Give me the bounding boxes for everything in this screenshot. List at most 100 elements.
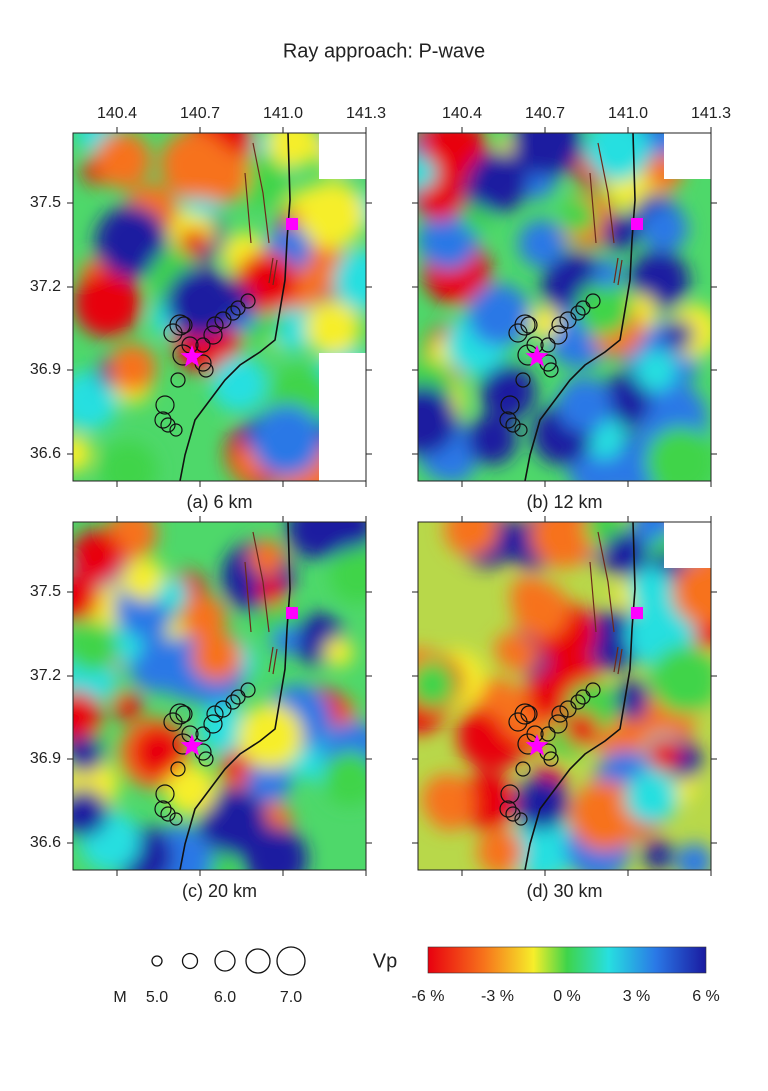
- panel-frame: [72, 132, 367, 482]
- map-panel: 37.5 37.2 36.9 36.6 (c) 20 km: [30, 516, 372, 901]
- anomaly: [73, 434, 92, 473]
- anomaly: [297, 181, 366, 249]
- anomaly: [494, 632, 531, 669]
- mainshock-star: [525, 734, 549, 756]
- panel-label: (a) 6 km: [186, 492, 252, 512]
- anomaly: [305, 299, 361, 356]
- earthquake: [163, 712, 183, 732]
- anomaly: [73, 573, 100, 621]
- earthquake: [160, 806, 176, 822]
- earthquake: [540, 726, 556, 742]
- anomaly: [647, 737, 682, 772]
- anomaly: [444, 522, 499, 557]
- anomaly: [418, 210, 479, 271]
- anomaly: [514, 776, 569, 831]
- earthquake: [543, 362, 559, 378]
- earthquake: [570, 694, 586, 710]
- earthquake: [543, 751, 559, 767]
- anomaly: [508, 813, 577, 870]
- earthquake: [575, 300, 591, 316]
- anomaly: [112, 691, 142, 721]
- panel-label: (c) 20 km: [182, 881, 257, 901]
- earthquake: [240, 293, 256, 309]
- anomalies: [73, 522, 366, 870]
- lon-tick-label: 141.0: [263, 105, 303, 122]
- anomaly: [322, 750, 366, 806]
- anomaly: [250, 405, 323, 477]
- earthquake: [154, 411, 172, 429]
- earthquake: [230, 689, 246, 705]
- anomaly: [73, 691, 103, 743]
- magnitude-tick-label: 6.0: [214, 989, 236, 1006]
- colorbar-tick-label: -6 %: [412, 988, 445, 1005]
- anomaly: [159, 133, 229, 200]
- earthquake: [575, 689, 591, 705]
- anomaly: [530, 522, 597, 569]
- anomaly: [248, 539, 285, 576]
- anomaly: [329, 547, 366, 604]
- earthquake: [508, 712, 528, 732]
- colorbar-tick-label: 6 %: [692, 988, 720, 1005]
- mainshock-star: [525, 345, 549, 367]
- earthquake: [585, 682, 601, 698]
- earthquake: [170, 761, 186, 777]
- earthquake: [540, 337, 556, 353]
- anomaly: [602, 532, 648, 578]
- earthquake: [160, 417, 176, 433]
- anomaly: [434, 443, 475, 481]
- earthquake: [198, 751, 214, 767]
- earthquake: [240, 682, 256, 698]
- earthquake: [169, 812, 183, 826]
- anomaly: [235, 153, 289, 207]
- earthquake: [570, 305, 586, 321]
- earthquake: [505, 806, 521, 822]
- magnitude-tick-label: 5.0: [146, 989, 168, 1006]
- earthquake: [505, 417, 521, 433]
- colorbar-label: Vp: [373, 950, 397, 972]
- anomaly: [73, 789, 108, 837]
- anomaly: [458, 772, 516, 830]
- coastline: [179, 522, 291, 870]
- anomaly: [676, 843, 711, 870]
- anomaly: [460, 202, 492, 233]
- earthquake: [500, 395, 520, 415]
- earthquake: [154, 800, 172, 818]
- anomalies: [418, 133, 711, 481]
- earthquake: [155, 784, 175, 804]
- mainshock-star: [180, 345, 204, 367]
- anomaly: [467, 151, 529, 213]
- anomaly: [199, 787, 268, 856]
- anomaly: [211, 356, 268, 413]
- anomaly: [418, 660, 456, 708]
- anomaly: [256, 577, 287, 607]
- station: [286, 218, 298, 230]
- station: [286, 607, 298, 619]
- anomaly: [418, 385, 458, 456]
- anomaly: [179, 228, 209, 257]
- anomaly: [191, 631, 242, 682]
- earthquake: [499, 411, 517, 429]
- anomaly: [480, 364, 536, 420]
- lat-tick-label: 36.9: [30, 750, 61, 767]
- anomaly: [333, 249, 366, 312]
- panel-label: (d) 30 km: [526, 881, 602, 901]
- map-panel: (d) 30 km: [412, 516, 717, 901]
- faults: [244, 531, 278, 675]
- anomaly: [237, 703, 304, 769]
- no-data: [664, 522, 711, 568]
- panel-frame: [417, 132, 712, 482]
- earthquake: [225, 305, 241, 321]
- anomaly: [156, 577, 189, 610]
- lat-tick-label: 37.5: [30, 583, 61, 600]
- coastline: [524, 522, 636, 870]
- earthquake: [230, 300, 246, 316]
- panel-frame: [72, 521, 367, 871]
- earthquake: [514, 423, 528, 437]
- anomaly: [643, 840, 674, 870]
- earthquake: [155, 395, 175, 415]
- panel-label: (b) 12 km: [526, 492, 602, 512]
- velocity-field: [73, 522, 366, 870]
- lon-tick-label: 141.3: [346, 105, 386, 122]
- earthquake: [195, 337, 211, 353]
